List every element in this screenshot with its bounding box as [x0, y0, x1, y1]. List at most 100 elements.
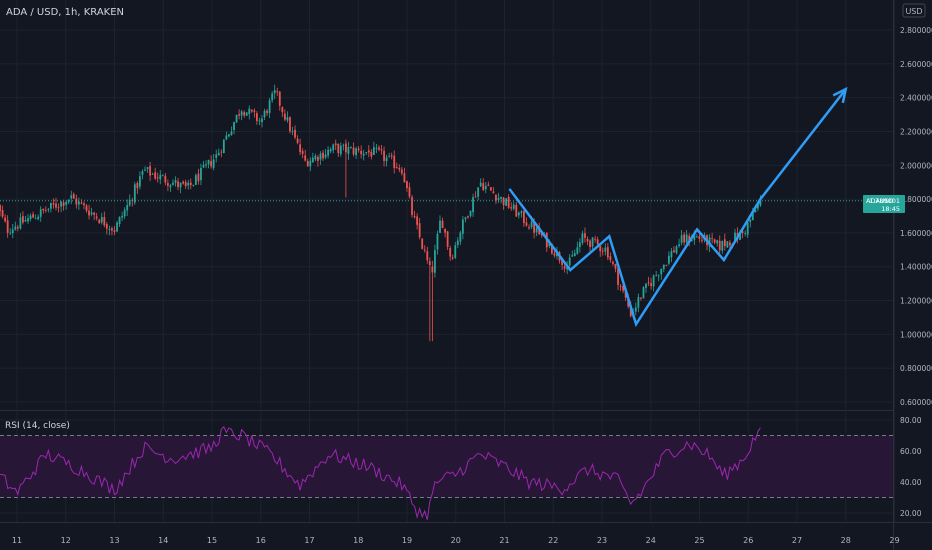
candle [14, 226, 17, 230]
candle [454, 245, 457, 258]
symbol-title[interactable]: ADA / USD, 1h, KRAKEN [6, 7, 124, 18]
price-axis-border [893, 0, 894, 550]
time-tick-label: 29 [889, 536, 899, 545]
candle [34, 218, 37, 220]
candle [118, 216, 121, 225]
candle [217, 152, 220, 156]
candle [617, 268, 619, 286]
candle [662, 264, 665, 270]
candle [93, 212, 96, 215]
rsi-band-fill [0, 435, 893, 498]
candle [70, 195, 73, 199]
price-tag-box [863, 195, 905, 213]
candle [248, 108, 251, 114]
candle [352, 147, 355, 155]
candle [42, 208, 45, 211]
candle [469, 210, 472, 216]
rsi-title[interactable]: RSI (14, close) [5, 421, 70, 431]
time-tick-label: 25 [694, 536, 704, 545]
rsi-tick-label: 40.00 [900, 478, 922, 487]
candle [200, 167, 202, 181]
candle [690, 239, 693, 242]
candle [693, 235, 696, 240]
candle [194, 175, 197, 185]
candle [512, 204, 515, 209]
candle [482, 183, 485, 191]
candle [586, 238, 589, 242]
price-tick-label: 1.600000 [900, 229, 932, 238]
candle [495, 194, 497, 201]
candle [230, 131, 233, 136]
candle [406, 181, 408, 189]
candle [551, 244, 553, 254]
candle [540, 233, 543, 236]
candle [60, 201, 62, 207]
candle [614, 263, 617, 269]
candle [502, 197, 505, 206]
candle [423, 249, 426, 251]
candle [395, 167, 398, 169]
time-axis-ticks[interactable]: 11 12 13 14 15 16 17 18 19 20 21 22 23 24 25 26 27 28 29 [12, 536, 900, 545]
candle [472, 197, 474, 213]
candle [500, 196, 502, 199]
candle [212, 159, 215, 168]
time-tick-label: 19 [402, 536, 412, 545]
candle [365, 152, 368, 154]
candle [258, 120, 261, 122]
pattern-annotation[interactable] [508, 86, 848, 328]
pattern-arrowhead [832, 86, 848, 104]
rsi-line [0, 425, 761, 520]
candle [16, 227, 19, 229]
price-tag-symbol: ADAUSD [866, 197, 894, 205]
candle [680, 235, 683, 243]
rsi-series [0, 425, 761, 520]
time-tick-label: 24 [646, 536, 656, 545]
candle [136, 182, 139, 189]
candle [182, 181, 185, 184]
candle [164, 175, 167, 183]
candle [161, 175, 164, 177]
candle [548, 242, 551, 246]
candle [301, 151, 304, 154]
candle [660, 268, 663, 275]
candle [535, 227, 538, 233]
candle [57, 207, 60, 209]
candle [255, 113, 258, 121]
candle [604, 247, 607, 252]
candle [187, 182, 190, 186]
candle [334, 143, 337, 145]
candle [350, 147, 352, 149]
candle [449, 248, 452, 257]
currency-badge[interactable]: USD [905, 7, 922, 16]
candle [688, 235, 691, 243]
candle [314, 155, 317, 160]
candle [675, 246, 678, 254]
time-axis-border [0, 522, 932, 523]
candle [487, 184, 490, 186]
candle [151, 173, 154, 175]
candle [451, 257, 454, 259]
candle [640, 297, 642, 299]
candle [670, 251, 673, 258]
candle [568, 257, 571, 266]
candle [220, 151, 223, 153]
candle [619, 285, 622, 287]
candle [271, 93, 274, 101]
candle [309, 160, 312, 167]
candle [741, 231, 744, 233]
candle [266, 110, 268, 114]
candle [749, 219, 752, 223]
candle [388, 155, 391, 157]
candle [378, 147, 380, 150]
candle [261, 118, 263, 123]
candle [456, 240, 459, 246]
currency-badge-box[interactable] [902, 3, 926, 18]
candle [754, 210, 757, 213]
candle [464, 217, 467, 220]
candle [444, 228, 446, 233]
candle [627, 299, 630, 307]
candle [721, 240, 724, 251]
